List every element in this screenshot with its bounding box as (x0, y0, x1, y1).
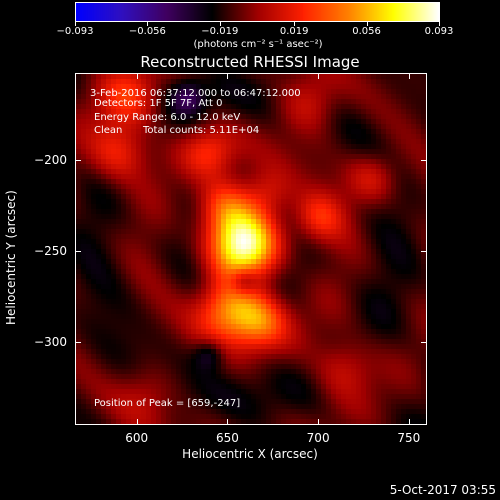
colorbar-tick (147, 22, 149, 26)
colorbar-tick (294, 22, 296, 26)
clean-label: Clean (94, 125, 123, 136)
x-axis-tick (136, 419, 138, 425)
y-axis-tick (75, 341, 81, 343)
x-axis-tick (408, 73, 410, 79)
colorbar (75, 2, 440, 22)
energy-range-label: Energy Range: 6.0 - 12.0 keV (94, 112, 241, 123)
rhessi-image-heatmap (76, 74, 426, 424)
y-axis-label: Heliocentric Y (arcsec) (4, 190, 18, 325)
x-tick-label: 700 (306, 431, 330, 445)
x-tick-label: 600 (125, 431, 149, 445)
plot-area: 3-Feb-2016 06:37:12.000 to 06:47:12.000 … (75, 73, 427, 425)
x-axis-tick (408, 419, 410, 425)
x-axis-tick (227, 419, 229, 425)
y-axis-tick (75, 160, 81, 162)
colorbar-tick-label: −0.019 (201, 26, 239, 37)
y-axis-tick (421, 341, 427, 343)
datestamp: 5-Oct-2017 03:55 (389, 483, 496, 497)
colorbar-tick (75, 22, 76, 26)
colorbar-units: (photons cm⁻² s⁻¹ asec⁻²) (193, 39, 323, 50)
x-axis-tick (227, 73, 229, 79)
x-axis-tick (318, 419, 320, 425)
time-range-label: 3-Feb-2016 06:37:12.000 to 06:47:12.000 (90, 88, 301, 99)
y-tick-label: −200 (34, 153, 67, 168)
y-axis-tick (421, 250, 427, 252)
y-axis-tick (421, 160, 427, 162)
chart-title: Reconstructed RHESSI Image (140, 53, 360, 71)
total-counts-label: Total counts: 5.11E+04 (143, 125, 260, 136)
colorbar-tick (219, 22, 221, 26)
x-axis-tick (318, 73, 320, 79)
colorbar-tick-label: 0.093 (424, 26, 454, 37)
colorbar-tick-label: 0.019 (279, 26, 309, 37)
y-tick-label: −300 (34, 334, 67, 349)
x-tick-label: 650 (215, 431, 239, 445)
x-axis-label: Heliocentric X (arcsec) (182, 447, 318, 461)
peak-position-label: Position of Peak = [659,-247] (94, 398, 241, 409)
colorbar-tick-label: 0.056 (352, 26, 381, 37)
y-tick-label: −250 (34, 243, 67, 258)
colorbar-tick (439, 22, 440, 26)
detectors-label: Detectors: 1F 5F 7F, Att 0 (94, 98, 223, 109)
colorbar-tick-label: −0.056 (128, 26, 166, 37)
x-tick-label: 750 (397, 431, 421, 445)
colorbar-tick-label: −0.093 (56, 26, 94, 37)
x-axis-tick (136, 73, 138, 79)
colorbar-tick (366, 22, 368, 26)
y-axis-tick (75, 250, 81, 252)
